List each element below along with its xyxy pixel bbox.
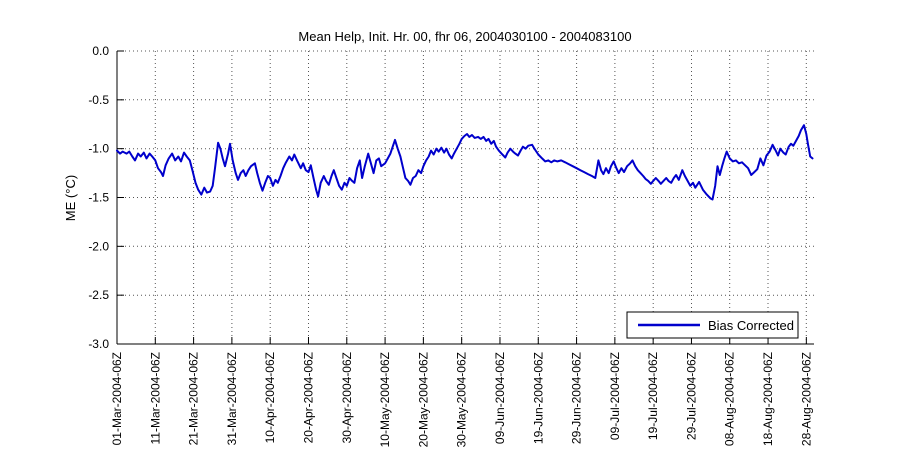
x-tick-label: 10-May-2004-06Z — [378, 352, 392, 447]
x-tick-label: 30-Apr-2004-06Z — [340, 352, 354, 443]
x-tick-label: 20-Apr-2004-06Z — [302, 352, 316, 443]
x-tick-label: 09-Jun-2004-06Z — [493, 352, 507, 444]
y-tick-label: 0.0 — [92, 44, 109, 58]
x-tick-label: 19-Jun-2004-06Z — [531, 352, 545, 444]
x-tick-label: 28-Aug-2004-06Z — [799, 352, 813, 446]
legend: Bias Corrected — [626, 311, 799, 339]
y-tick-labels: 0.0 -0.5 -1.0 -1.5 -2.0 -2.5 -3.0 — [88, 44, 109, 351]
axes — [116, 50, 814, 345]
y-tick-label: -2.0 — [88, 239, 109, 253]
x-tick-label: 29-Jul-2004-06Z — [685, 352, 699, 440]
x-tick-label: 30-May-2004-06Z — [455, 352, 469, 447]
y-tick-label: -1.5 — [88, 191, 109, 205]
legend-label: Bias Corrected — [708, 318, 794, 333]
x-tick-label: 10-Apr-2004-06Z — [263, 352, 277, 443]
chart-title: Mean Help, Init. Hr. 00, fhr 06, 2004030… — [298, 29, 631, 44]
y-tick-label: -0.5 — [88, 93, 109, 107]
x-tick-label: 09-Jul-2004-06Z — [608, 352, 622, 440]
y-tick-label: -3.0 — [88, 337, 109, 351]
x-tick-label: 19-Jul-2004-06Z — [646, 352, 660, 440]
series-line-bias-corrected — [116, 124, 814, 201]
x-tick-label: 08-Aug-2004-06Z — [723, 352, 737, 446]
x-tick-label: 11-Mar-2004-06Z — [148, 352, 162, 444]
y-axis-label: ME (°C) — [63, 175, 78, 221]
y-tick-label: -2.5 — [88, 288, 109, 302]
grid-lines — [116, 50, 814, 345]
x-tick-label: 31-Mar-2004-06Z — [225, 352, 239, 445]
y-tick-label: -1.0 — [88, 142, 109, 156]
series-group — [116, 124, 814, 201]
x-tick-label: 01-Mar-2004-06Z — [110, 352, 124, 445]
x-tick-label: 20-May-2004-06Z — [416, 352, 430, 447]
x-tick-label: 29-Jun-2004-06Z — [570, 352, 584, 444]
x-tick-label: 21-Mar-2004-06Z — [187, 352, 201, 445]
x-tick-label: 18-Aug-2004-06Z — [761, 352, 775, 446]
x-tick-labels: 01-Mar-2004-06Z 11-Mar-2004-06Z 21-Mar-200… — [110, 352, 813, 447]
